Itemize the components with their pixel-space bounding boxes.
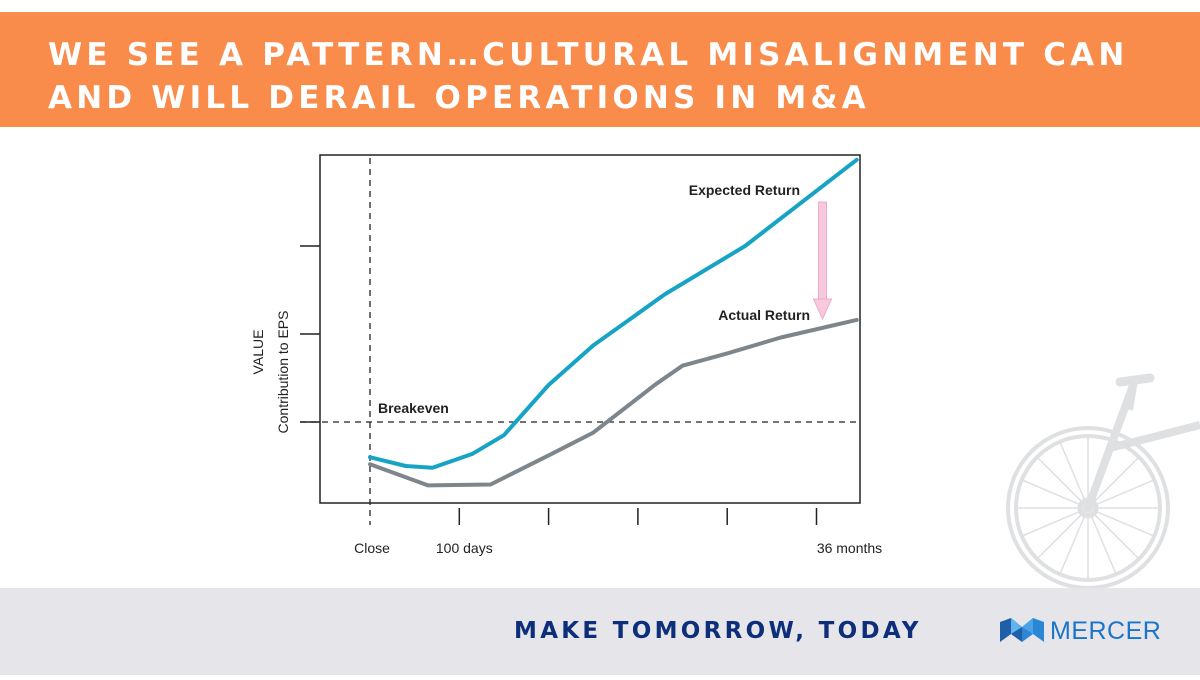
y-axis-sublabel: Contribution to EPS bbox=[275, 311, 291, 434]
gap-arrow-shaft bbox=[818, 201, 827, 302]
brand-name: MERCER bbox=[1050, 617, 1162, 645]
breakeven-label: Breakeven bbox=[378, 400, 449, 416]
actual-return-line bbox=[368, 317, 859, 488]
slide-title: We see a pattern…Cultural misalignment c… bbox=[48, 37, 1129, 116]
footer-bar: MAKE TOMORROW, TODAY MERCER bbox=[0, 588, 1200, 675]
actual-return-label: Actual Return bbox=[718, 307, 810, 323]
x-tick-label: Close bbox=[354, 540, 390, 556]
plot-frame bbox=[319, 154, 861, 504]
title-banner: We see a pattern…Cultural misalignment c… bbox=[0, 12, 1200, 127]
y-axis-label: VALUE bbox=[250, 330, 266, 375]
expected-return-line bbox=[368, 157, 859, 470]
footer-tagline: MAKE TOMORROW, TODAY bbox=[514, 618, 922, 644]
expected-return-label: Expected Return bbox=[689, 182, 800, 198]
gap-arrow-head bbox=[812, 298, 833, 321]
x-tick-label: 100 days bbox=[436, 540, 493, 556]
mercer-logo-icon bbox=[1000, 618, 1044, 642]
x-tick-label: 36 months bbox=[817, 540, 882, 556]
